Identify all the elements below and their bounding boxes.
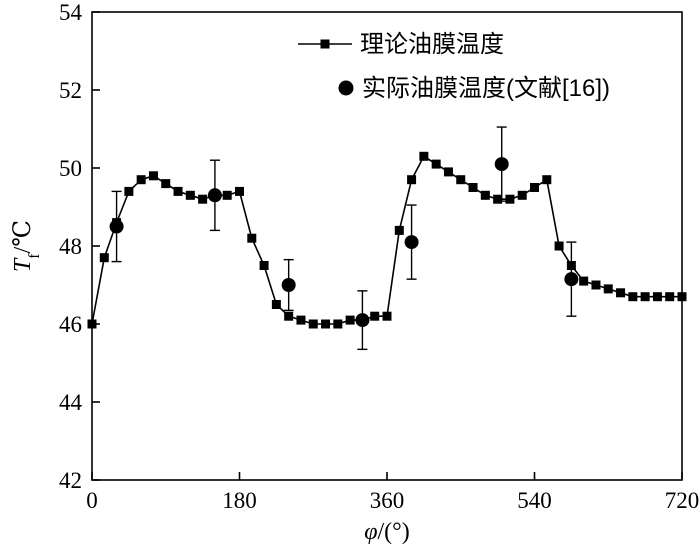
experimental-temp-marker [355, 313, 370, 328]
theoretical-temp-marker [271, 300, 281, 309]
y-axis-label: Tf/℃ [10, 220, 43, 272]
theoretical-temp-marker [640, 292, 650, 302]
theoretical-temp-marker [493, 194, 503, 204]
x-axis-tick-label: 360 [370, 488, 405, 513]
theoretical-temp-marker [161, 179, 171, 189]
theoretical-temp-marker [431, 159, 441, 169]
theoretical-temp-marker [173, 186, 183, 196]
theoretical-temp-marker [345, 315, 355, 325]
theoretical-temp-marker [235, 186, 244, 196]
theoretical-temp-marker [616, 288, 626, 298]
theoretical-temp-marker [505, 194, 515, 204]
legend-square-marker [320, 39, 330, 49]
experimental-temp-marker [207, 188, 222, 203]
theoretical-temp-marker [136, 175, 146, 185]
y-axis-tick-label: 42 [59, 468, 82, 493]
legend-label-theoretical: 理论油膜温度 [360, 31, 504, 58]
y-axis-tick-label: 54 [59, 0, 83, 25]
theoretical-temp-marker [259, 261, 269, 270]
y-axis-tick-label: 46 [59, 312, 82, 337]
experimental-temp-marker [109, 219, 124, 234]
theoretical-temp-marker [480, 190, 490, 200]
theoretical-temp-marker [579, 276, 589, 286]
theoretical-temp-marker [394, 225, 404, 235]
theoretical-temp-marker [443, 167, 453, 177]
theoretical-temp-marker [87, 319, 97, 329]
theoretical-temp-marker [628, 292, 638, 302]
theoretical-temp-marker [665, 292, 675, 302]
theoretical-temp-marker [530, 183, 539, 192]
theoretical-temp-marker [382, 311, 392, 321]
theoretical-temp-marker [456, 175, 466, 185]
theoretical-temp-marker [333, 319, 343, 329]
theoretical-temp-marker [554, 241, 564, 251]
theoretical-temp-marker [198, 194, 208, 204]
theoretical-temp-marker [308, 319, 318, 329]
y-axis-tick-label: 52 [59, 78, 82, 103]
theoretical-temp-marker [591, 280, 601, 290]
theoretical-temp-marker [652, 292, 662, 302]
theoretical-temp-marker [284, 311, 294, 321]
theoretical-temp-marker [296, 315, 306, 325]
legend-label-experimental: 实际油膜温度(文献[16]) [362, 75, 610, 102]
theoretical-temp-marker [321, 319, 331, 329]
x-axis-label: φ/(°) [364, 519, 410, 545]
theoretical-temp-marker [407, 175, 417, 185]
theoretical-temp-marker [247, 233, 257, 243]
theoretical-temp-marker [99, 253, 109, 263]
theoretical-temp-marker [148, 171, 158, 181]
experimental-temp-marker [404, 235, 419, 250]
theoretical-temp-marker [677, 292, 687, 302]
experimental-temp-marker [494, 157, 509, 172]
theoretical-temp-marker [419, 151, 429, 161]
theoretical-temp-marker [517, 190, 527, 200]
y-axis-tick-label: 48 [59, 234, 82, 259]
legend-circle-marker [338, 80, 354, 96]
y-axis-tick-label: 44 [59, 390, 83, 415]
x-axis-tick-label: 180 [222, 488, 257, 513]
theoretical-temp-marker [468, 183, 478, 192]
theoretical-temp-marker [124, 186, 134, 196]
experimental-temp-marker [281, 278, 296, 292]
x-axis-tick-label: 540 [517, 488, 552, 513]
x-axis-tick-label: 720 [665, 488, 700, 513]
theoretical-temp-marker [185, 190, 195, 200]
experimental-temp-marker [564, 272, 579, 287]
x-axis-tick-label: 0 [86, 488, 98, 513]
y-axis-tick-label: 50 [59, 156, 82, 181]
theoretical-temp-marker [542, 175, 552, 185]
theoretical-temp-marker [603, 284, 613, 294]
theoretical-temp-marker [370, 311, 380, 321]
theoretical-temp-marker [222, 190, 232, 200]
